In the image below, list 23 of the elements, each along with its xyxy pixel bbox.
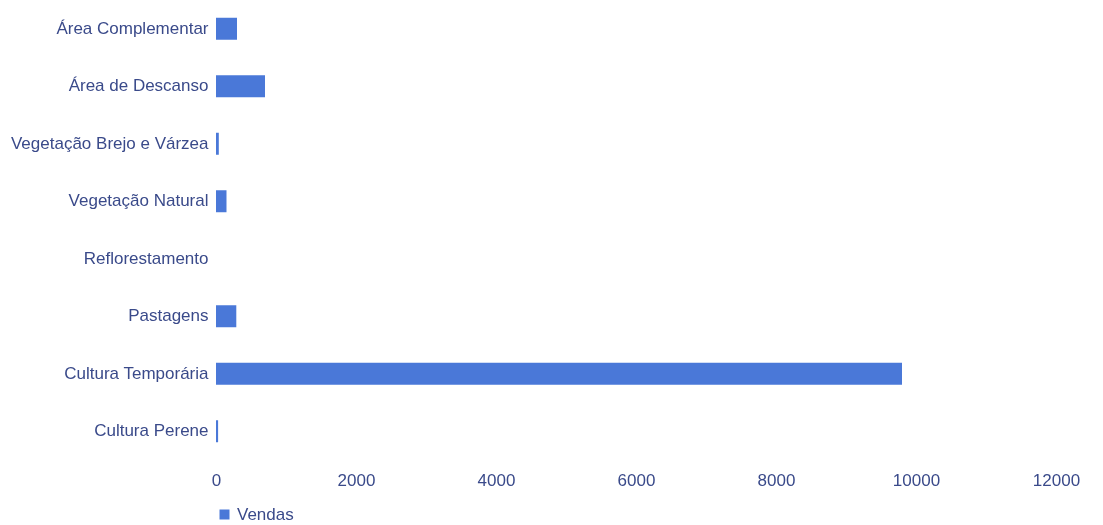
x-tick-label: 2000 (337, 470, 376, 490)
x-tick-label: 4000 (477, 470, 516, 490)
x-tick-label: 12000 (1032, 470, 1081, 490)
y-tick-label: Área de Descanso (68, 76, 209, 96)
y-tick-label: Reflorestamento (83, 248, 209, 268)
bar (216, 75, 265, 98)
y-tick-label: Pastagens (128, 306, 209, 326)
bar (216, 420, 219, 443)
bar (216, 132, 219, 155)
y-tick-label: Cultura Perene (94, 421, 209, 441)
bar (216, 17, 237, 40)
y-tick-label: Área Complementar (56, 18, 209, 38)
bar (216, 190, 227, 213)
y-tick-label: Cultura Temporária (64, 363, 210, 383)
y-tick-label: Vegetação Brejo e Várzea (10, 133, 210, 153)
x-tick-label: 8000 (757, 470, 796, 490)
x-tick-label: 0 (211, 470, 222, 490)
bar (216, 362, 902, 385)
bar (216, 305, 237, 328)
legend-label: Vendas (237, 504, 294, 524)
x-tick-label: 10000 (892, 470, 941, 490)
y-tick-label: Vegetação Natural (68, 191, 209, 211)
x-tick-label: 6000 (617, 470, 656, 490)
